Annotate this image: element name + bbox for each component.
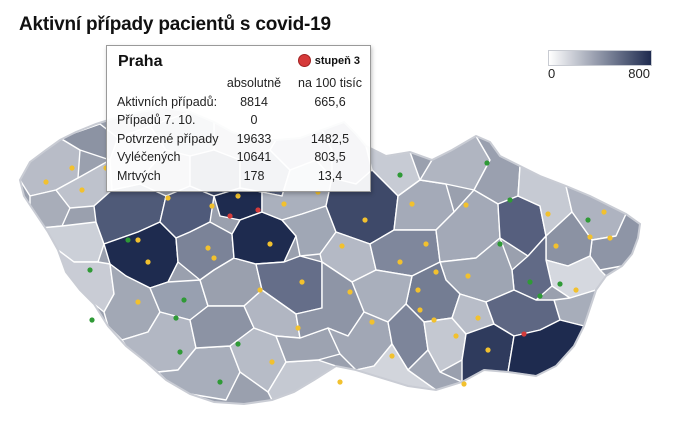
green-stage-dot	[235, 341, 241, 347]
yellow-stage-dot	[295, 325, 301, 331]
legend-min-label: 0	[548, 66, 556, 81]
tooltip-row: Vyléčených 10641 803,5	[117, 150, 367, 169]
row-per100k: 13,4	[317, 168, 343, 183]
green-stage-dot	[177, 349, 183, 355]
yellow-stage-dot	[389, 353, 395, 359]
yellow-stage-dot	[545, 211, 551, 217]
yellow-stage-dot	[135, 299, 141, 305]
green-stage-dot	[484, 160, 490, 166]
tooltip-header-row: absolutně na 100 tisíc	[117, 76, 367, 95]
tooltip-row: Případů 7. 10. 0	[117, 113, 367, 132]
yellow-stage-dot	[211, 255, 217, 261]
yellow-stage-dot	[165, 195, 171, 201]
row-absolute: 0	[250, 113, 258, 127]
region-tooltip: Praha stupeň 3 absolutně na 100 tisíc Ak…	[106, 45, 371, 192]
yellow-stage-dot	[465, 273, 471, 279]
yellow-stage-dot	[43, 179, 49, 185]
yellow-stage-dot	[369, 319, 375, 325]
yellow-stage-dot	[453, 333, 459, 339]
yellow-stage-dot	[281, 201, 287, 207]
row-absolute: 8814	[240, 94, 268, 109]
yellow-stage-dot	[269, 359, 275, 365]
red-stage-dot	[255, 207, 261, 213]
tooltip-region-name: Praha	[118, 53, 163, 70]
yellow-stage-dot	[431, 317, 437, 323]
green-stage-dot	[537, 293, 543, 299]
legend-gradient-bar	[548, 50, 652, 66]
row-label: Mrtvých	[117, 168, 161, 183]
yellow-stage-dot	[461, 381, 467, 387]
yellow-stage-dot	[145, 259, 151, 265]
yellow-stage-dot	[415, 287, 421, 293]
col-header-absolute: absolutně	[226, 76, 282, 90]
yellow-stage-dot	[135, 237, 141, 243]
yellow-stage-dot	[337, 379, 343, 385]
yellow-stage-dot	[607, 235, 613, 241]
yellow-stage-dot	[475, 315, 481, 321]
stage-dot-icon	[297, 54, 311, 67]
green-stage-dot	[585, 217, 591, 223]
legend-max-label: 800	[628, 66, 650, 81]
row-per100k: 665,6	[314, 94, 346, 109]
tooltip-stage-label: stupeň 3	[314, 54, 360, 67]
yellow-stage-dot	[299, 279, 305, 285]
green-stage-dot	[527, 279, 533, 285]
row-absolute: 178	[243, 168, 265, 183]
district-region[interactable]	[407, 349, 463, 391]
tooltip-row: Aktivních případů: 8814 665,6	[117, 95, 367, 114]
yellow-stage-dot	[485, 347, 491, 353]
yellow-stage-dot	[417, 307, 423, 313]
row-label: Případů 7. 10.	[117, 113, 196, 127]
district-region[interactable]	[39, 221, 105, 263]
yellow-stage-dot	[267, 241, 273, 247]
green-stage-dot	[507, 197, 513, 203]
yellow-stage-dot	[409, 201, 415, 207]
yellow-stage-dot	[235, 193, 241, 199]
green-stage-dot	[125, 237, 131, 243]
yellow-stage-dot	[209, 203, 215, 209]
district-region[interactable]	[461, 323, 515, 383]
yellow-stage-dot	[69, 165, 75, 171]
tooltip-row: Mrtvých 178 13,4	[117, 169, 367, 188]
row-absolute: 10641	[236, 150, 272, 164]
yellow-stage-dot	[257, 287, 263, 293]
green-stage-dot	[181, 297, 187, 303]
yellow-stage-dot	[423, 241, 429, 247]
tooltip-stats-table: absolutně na 100 tisíc Aktivních případů…	[117, 76, 367, 187]
red-stage-dot	[227, 213, 233, 219]
green-stage-dot	[89, 317, 95, 323]
row-label: Aktivních případů:	[117, 94, 218, 109]
tooltip-stage-badge: stupeň 3	[297, 54, 360, 67]
green-stage-dot	[397, 172, 403, 178]
tooltip-row: Potvrzené případy 19633 1482,5	[117, 132, 367, 151]
yellow-stage-dot	[362, 217, 368, 223]
row-absolute: 19633	[236, 131, 272, 146]
yellow-stage-dot	[339, 243, 345, 249]
yellow-stage-dot	[433, 269, 439, 275]
yellow-stage-dot	[587, 234, 593, 240]
row-label: Vyléčených	[117, 150, 181, 164]
row-per100k: 1482,5	[310, 131, 350, 146]
red-stage-dot	[521, 331, 527, 337]
green-stage-dot	[497, 241, 503, 247]
color-legend: 0 800	[548, 50, 652, 82]
row-per100k: 803,5	[314, 150, 346, 164]
yellow-stage-dot	[347, 289, 353, 295]
green-stage-dot	[87, 267, 93, 273]
yellow-stage-dot	[79, 187, 85, 193]
green-stage-dot	[217, 379, 223, 385]
map-title: Aktivní případy pacientů s covid-19	[19, 14, 331, 35]
green-stage-dot	[557, 281, 563, 287]
yellow-stage-dot	[573, 287, 579, 293]
green-stage-dot	[173, 315, 179, 321]
yellow-stage-dot	[397, 259, 403, 265]
yellow-stage-dot	[601, 209, 607, 215]
yellow-stage-dot	[463, 202, 469, 208]
yellow-stage-dot	[553, 243, 559, 249]
col-header-per100k: na 100 tisíc	[298, 76, 362, 90]
row-label: Potvrzené případy	[117, 131, 219, 146]
yellow-stage-dot	[205, 245, 211, 251]
